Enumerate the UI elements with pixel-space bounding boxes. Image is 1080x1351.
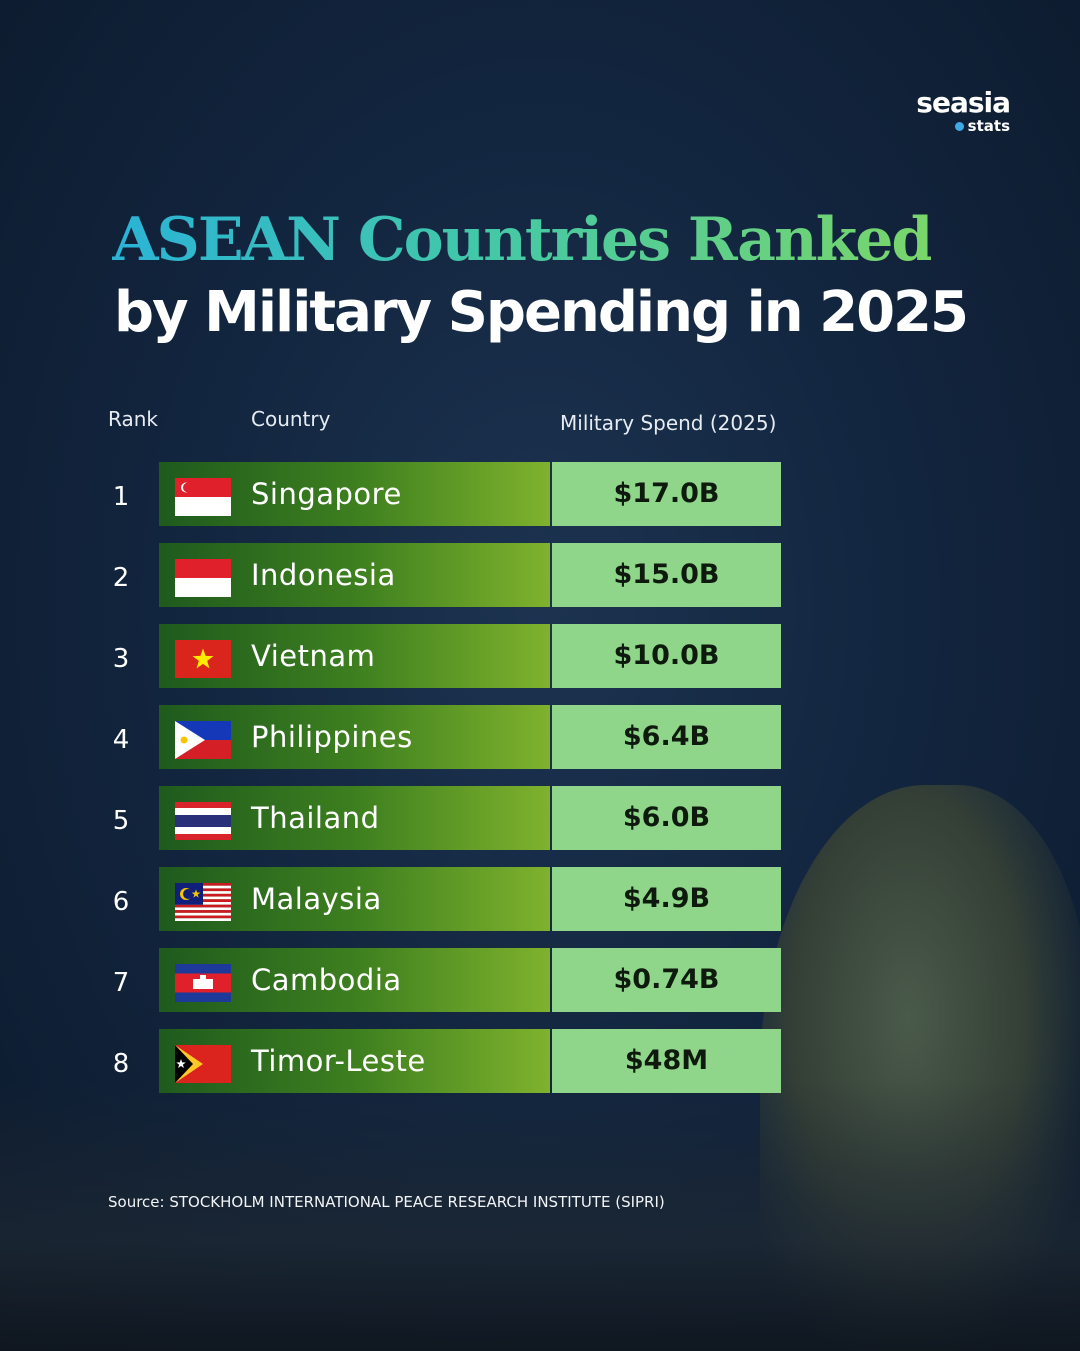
spend-cell: $6.0B — [552, 786, 781, 850]
country-cell: Malaysia — [159, 867, 550, 931]
flag-icon — [175, 640, 231, 678]
flag — [175, 883, 231, 921]
brand-name: seasia — [916, 86, 1011, 119]
country-name: Cambodia — [251, 963, 402, 997]
country-name: Philippines — [251, 720, 413, 754]
flag-icon — [175, 1045, 231, 1083]
flag — [175, 478, 231, 516]
country-cell: Vietnam — [159, 624, 550, 688]
flag — [175, 559, 231, 597]
brand-logo: seasia stats — [916, 86, 1011, 135]
flag-icon — [175, 883, 231, 921]
flag — [175, 721, 231, 759]
background-shade — [0, 1080, 1080, 1351]
flag-icon — [175, 802, 231, 840]
brand-sub: stats — [916, 118, 1010, 134]
column-header: Rank — [108, 407, 158, 431]
country-cell: Thailand — [159, 786, 550, 850]
country-name: Malaysia — [251, 882, 382, 916]
country-name: Vietnam — [251, 639, 376, 673]
title-line1: ASEAN Countries Ranked — [112, 205, 933, 275]
country-name: Timor-Leste — [251, 1044, 426, 1078]
country-cell: Singapore — [159, 462, 550, 526]
country-cell: Timor-Leste — [159, 1029, 550, 1093]
country-name: Singapore — [251, 477, 402, 511]
spend-cell: $48M — [552, 1029, 781, 1093]
country-cell: Philippines — [159, 705, 550, 769]
flag — [175, 640, 231, 678]
country-name: Thailand — [251, 801, 380, 835]
spend-cell: $0.74B — [552, 948, 781, 1012]
flag-icon — [175, 964, 231, 1002]
rank-cell: 8 — [112, 1049, 130, 1079]
flag — [175, 1045, 231, 1083]
flag-icon — [175, 559, 231, 597]
spend-cell: $10.0B — [552, 624, 781, 688]
country-name: Indonesia — [251, 558, 396, 592]
flag — [175, 802, 231, 840]
flag — [175, 964, 231, 1002]
column-header: Country — [251, 407, 331, 431]
rank-cell: 2 — [112, 563, 130, 593]
rank-cell: 4 — [112, 725, 130, 755]
source-note: Source: STOCKHOLM INTERNATIONAL PEACE RE… — [108, 1193, 665, 1211]
spend-cell: $17.0B — [552, 462, 781, 526]
column-header: Military Spend (2025) — [560, 411, 777, 435]
title-line2: by Military Spending in 2025 — [114, 280, 969, 345]
spend-cell: $15.0B — [552, 543, 781, 607]
flag-icon — [175, 721, 231, 759]
rank-cell: 1 — [112, 482, 130, 512]
rank-cell: 6 — [112, 887, 130, 917]
flag-icon — [175, 478, 231, 516]
rank-cell: 7 — [112, 968, 130, 998]
country-cell: Cambodia — [159, 948, 550, 1012]
spend-cell: $6.4B — [552, 705, 781, 769]
country-cell: Indonesia — [159, 543, 550, 607]
spend-cell: $4.9B — [552, 867, 781, 931]
rank-cell: 3 — [112, 644, 130, 674]
rank-cell: 5 — [112, 806, 130, 836]
